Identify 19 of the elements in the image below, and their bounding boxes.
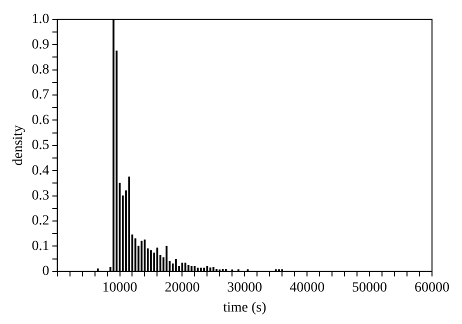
y-tick-label: 0.4 xyxy=(32,163,50,178)
x-tick-label: 50000 xyxy=(352,280,388,296)
y-tick-label: 0.8 xyxy=(32,62,50,78)
x-tick-label: 60000 xyxy=(414,280,450,296)
y-tick-label: 0.2 xyxy=(32,214,50,229)
y-tick-label: 1.0 xyxy=(32,12,50,28)
x-axis-title: time (s) xyxy=(223,300,267,316)
y-tick-label: 0.6 xyxy=(32,112,50,128)
x-tick-label: 20000 xyxy=(164,280,200,296)
y-tick-label: 0.1 xyxy=(32,238,50,254)
y-tick-label: 0.7 xyxy=(32,88,50,103)
x-tick-label: 30000 xyxy=(227,280,262,296)
x-tick-label: 10000 xyxy=(102,280,138,296)
y-tick-label: 0 xyxy=(42,264,50,280)
y-tick-label: 0.5 xyxy=(32,138,50,154)
y-axis-title: density xyxy=(11,125,26,166)
y-tick-label: 0.3 xyxy=(32,188,50,204)
x-tick-label: 40000 xyxy=(290,280,325,296)
y-tick-label: 0.9 xyxy=(32,37,50,52)
